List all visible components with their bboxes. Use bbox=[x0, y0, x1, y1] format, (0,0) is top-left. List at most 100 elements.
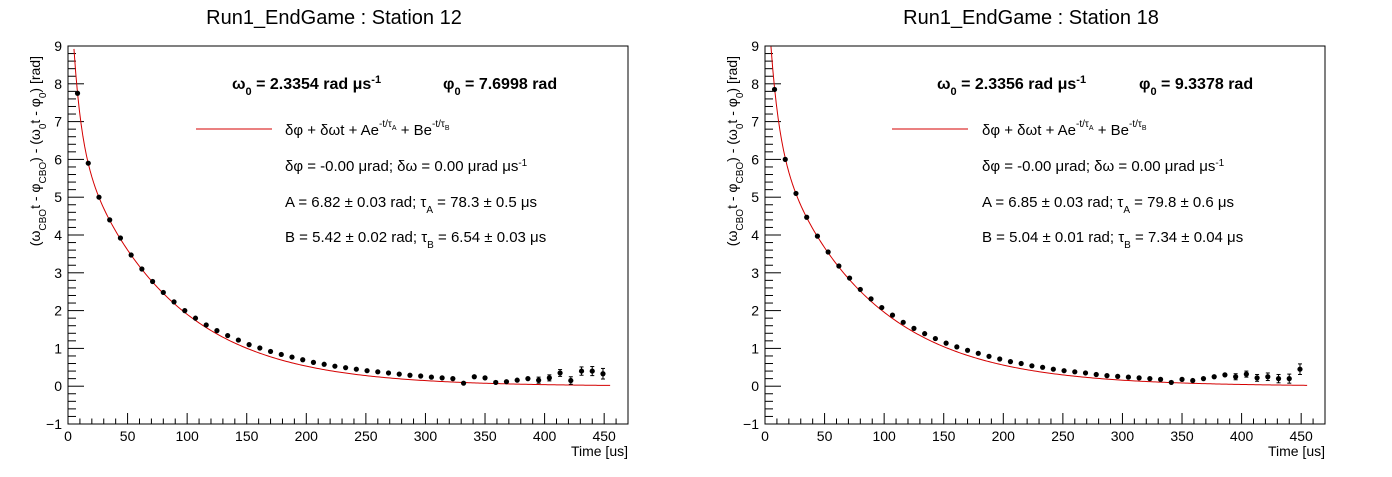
data-point bbox=[1190, 377, 1196, 384]
x-tick-label: 100 bbox=[872, 428, 896, 444]
y-tick-label: 4 bbox=[54, 227, 62, 243]
y-tick-label: 1 bbox=[54, 340, 62, 356]
data-point bbox=[846, 275, 853, 281]
x-tick-label: 450 bbox=[592, 428, 616, 444]
x-tick-label: 150 bbox=[932, 428, 956, 444]
data-point bbox=[139, 266, 145, 272]
B-annotation: B = 5.42 ± 0.02 rad; τB = 6.54 ± 0.03 μs bbox=[285, 229, 546, 251]
B-annotation: B = 5.04 ± 0.01 rad; τB = 7.34 ± 0.04 μs bbox=[982, 229, 1243, 251]
data-point bbox=[117, 235, 124, 241]
data-point bbox=[1286, 376, 1292, 382]
data-point bbox=[922, 331, 928, 337]
data-point bbox=[375, 369, 381, 375]
x-tick-label: 200 bbox=[295, 428, 319, 444]
data-point bbox=[1297, 366, 1303, 372]
data-point bbox=[428, 374, 435, 380]
data-point bbox=[804, 214, 810, 220]
data-point bbox=[493, 379, 499, 386]
data-point bbox=[1157, 376, 1164, 382]
data-point bbox=[289, 354, 295, 360]
data-point bbox=[557, 370, 563, 376]
data-point bbox=[1147, 376, 1153, 382]
data-point bbox=[364, 368, 370, 374]
data-point bbox=[235, 337, 241, 343]
data-point bbox=[771, 86, 778, 93]
x-tick-label: 400 bbox=[1230, 428, 1254, 444]
data-point bbox=[536, 377, 542, 383]
data-point bbox=[879, 304, 885, 311]
y-tick-label: 0 bbox=[54, 378, 62, 394]
fit-curve bbox=[770, 46, 1308, 386]
data-point bbox=[911, 325, 917, 331]
data-point bbox=[74, 90, 81, 96]
data-point bbox=[246, 342, 252, 348]
data-point bbox=[503, 379, 510, 385]
data-point bbox=[525, 376, 531, 382]
y-tick-label: 6 bbox=[751, 151, 759, 167]
data-point bbox=[1040, 364, 1046, 370]
chart-panel-1: Run1_EndGame : Station 120 50 100 150 200 250… bbox=[27, 7, 629, 459]
data-point bbox=[353, 366, 359, 372]
data-point bbox=[589, 368, 595, 374]
data-point bbox=[1265, 374, 1271, 380]
x-tick-label: 300 bbox=[414, 428, 438, 444]
data-point bbox=[482, 375, 488, 381]
data-point bbox=[1050, 366, 1056, 372]
y-tick-label: 5 bbox=[751, 189, 759, 205]
y-tick-label: −1 bbox=[46, 416, 62, 432]
x-tick-label: 350 bbox=[473, 428, 497, 444]
y-tick-label: 7 bbox=[751, 114, 759, 130]
x-tick-label: 50 bbox=[120, 428, 136, 444]
data-point bbox=[793, 190, 799, 197]
data-point bbox=[836, 263, 842, 269]
data-point bbox=[407, 372, 413, 378]
data-point bbox=[310, 359, 317, 365]
data-point bbox=[182, 308, 188, 314]
data-point bbox=[149, 278, 156, 285]
data-point bbox=[514, 377, 520, 383]
data-point bbox=[1243, 371, 1249, 377]
chart-title: Run1_EndGame : Station 18 bbox=[903, 7, 1159, 29]
data-point bbox=[418, 373, 424, 379]
y-tick-label: 0 bbox=[751, 378, 759, 394]
data-point bbox=[932, 335, 938, 342]
x-tick-label: 50 bbox=[817, 428, 833, 444]
data-point bbox=[1115, 373, 1121, 379]
data-point bbox=[385, 370, 392, 376]
data-point bbox=[1018, 360, 1024, 367]
fit-curve bbox=[73, 48, 611, 386]
data-point bbox=[868, 296, 874, 302]
data-point bbox=[343, 365, 349, 371]
data-point bbox=[439, 375, 445, 381]
x-tick-label: 350 bbox=[1170, 428, 1194, 444]
y-axis-label: (ωCBOt - φCBO) - (ω0t - φ0) [rad] bbox=[724, 56, 746, 246]
data-point bbox=[160, 289, 166, 296]
y-tick-label: 7 bbox=[54, 114, 62, 130]
y-tick-label: 8 bbox=[54, 76, 62, 92]
data-point bbox=[396, 371, 402, 377]
data-point bbox=[986, 353, 992, 359]
legend-formula: δφ + δωt + Ae-t/τA + Be-t/τB bbox=[982, 119, 1147, 139]
data-point bbox=[1072, 369, 1078, 375]
delta-annotation: δφ = -0.00 μrad; δω = 0.00 μrad μs-1 bbox=[982, 158, 1225, 176]
data-point bbox=[1061, 368, 1067, 374]
y-tick-label: 4 bbox=[751, 227, 759, 243]
data-point bbox=[107, 217, 113, 223]
data-point bbox=[814, 233, 821, 239]
data-point bbox=[975, 350, 981, 356]
data-point bbox=[96, 194, 102, 200]
data-point bbox=[1200, 376, 1207, 382]
data-point bbox=[214, 328, 220, 334]
omega0-annotation: ω0 = 2.3356 rad μs-1 bbox=[937, 74, 1086, 98]
data-point bbox=[857, 286, 863, 293]
y-tick-label: 9 bbox=[751, 38, 759, 54]
data-point bbox=[568, 377, 574, 384]
x-tick-label: 0 bbox=[761, 428, 769, 444]
data-point bbox=[192, 315, 199, 321]
y-axis-label: (ωCBOt - φCBO) - (ω0t - φ0) [rad] bbox=[27, 56, 49, 246]
x-tick-label: 400 bbox=[533, 428, 557, 444]
data-point bbox=[546, 375, 552, 381]
x-axis-label: Time [us] bbox=[571, 443, 628, 459]
data-point bbox=[1007, 359, 1014, 365]
chart-title: Run1_EndGame : Station 12 bbox=[206, 7, 462, 29]
